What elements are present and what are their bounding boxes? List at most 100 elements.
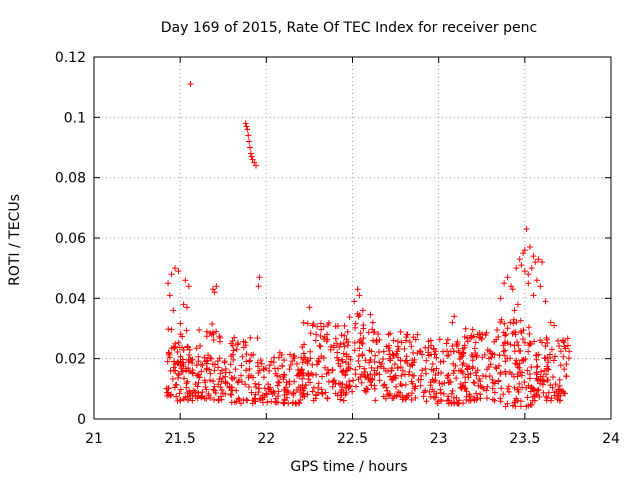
data-point xyxy=(360,322,367,329)
x-tick-label: 21.5 xyxy=(165,431,196,447)
data-point xyxy=(530,253,537,260)
data-point xyxy=(248,389,255,396)
data-points xyxy=(163,81,573,410)
data-point xyxy=(228,387,235,394)
data-point xyxy=(461,344,468,351)
data-point xyxy=(507,341,514,348)
data-point xyxy=(274,372,281,379)
data-point xyxy=(164,389,171,396)
data-point xyxy=(397,364,404,371)
data-point xyxy=(338,332,345,339)
data-point xyxy=(494,327,501,334)
data-point xyxy=(243,367,250,374)
x-tick-label: 21 xyxy=(85,431,103,447)
data-point xyxy=(486,348,493,355)
data-point xyxy=(193,345,200,352)
data-point xyxy=(378,360,385,367)
data-point xyxy=(178,368,185,375)
data-point xyxy=(440,390,447,397)
data-point xyxy=(194,383,201,390)
data-point xyxy=(464,365,471,372)
data-point xyxy=(275,388,282,395)
data-point xyxy=(308,370,315,377)
data-point xyxy=(497,398,504,405)
data-point xyxy=(371,328,378,335)
data-point xyxy=(310,321,317,328)
data-point xyxy=(500,391,507,398)
data-point xyxy=(182,277,189,284)
data-point xyxy=(518,262,525,269)
data-point xyxy=(196,374,203,381)
y-tick-label: 0.12 xyxy=(55,50,86,66)
data-point xyxy=(281,372,288,379)
data-point xyxy=(380,382,387,389)
data-point xyxy=(459,352,466,359)
data-point xyxy=(177,359,184,366)
data-point xyxy=(486,372,493,379)
data-point xyxy=(542,298,549,305)
data-point xyxy=(229,337,236,344)
data-point xyxy=(420,389,427,396)
data-point xyxy=(408,396,415,403)
data-point xyxy=(513,357,520,364)
data-point xyxy=(478,335,485,342)
data-point xyxy=(175,339,182,346)
data-point xyxy=(216,333,223,340)
data-point xyxy=(515,342,522,349)
data-point xyxy=(186,352,193,359)
data-point xyxy=(346,314,353,321)
data-point xyxy=(300,319,307,326)
data-point xyxy=(325,378,332,385)
data-point xyxy=(310,397,317,404)
data-point xyxy=(436,336,443,343)
data-point xyxy=(537,373,544,380)
data-point xyxy=(246,358,253,365)
data-point xyxy=(205,352,212,359)
data-point xyxy=(416,347,423,354)
data-point xyxy=(337,389,344,396)
y-tick-label: 0.02 xyxy=(55,352,86,368)
data-point xyxy=(516,256,523,263)
data-point xyxy=(293,360,300,367)
data-point xyxy=(450,370,457,377)
data-point xyxy=(184,378,191,385)
data-point xyxy=(315,355,322,362)
data-point xyxy=(339,358,346,365)
data-point xyxy=(344,367,351,374)
y-tick-label: 0.08 xyxy=(55,171,86,187)
data-point xyxy=(491,338,498,345)
data-point xyxy=(184,343,191,350)
data-point xyxy=(307,348,314,355)
data-point xyxy=(357,374,364,381)
data-point xyxy=(544,394,551,401)
data-point xyxy=(238,362,245,369)
data-point xyxy=(304,391,311,398)
data-point xyxy=(216,338,223,345)
data-point xyxy=(246,365,253,372)
data-point xyxy=(471,380,478,387)
data-point xyxy=(501,320,508,327)
data-point xyxy=(218,386,225,393)
data-point xyxy=(203,333,210,340)
data-point xyxy=(393,383,400,390)
data-point xyxy=(237,400,244,407)
data-point xyxy=(437,358,444,365)
data-point xyxy=(246,144,253,151)
data-point xyxy=(533,277,540,284)
data-point xyxy=(409,380,416,387)
data-point xyxy=(240,344,247,351)
data-point xyxy=(435,398,442,405)
data-point xyxy=(450,348,457,355)
data-point xyxy=(371,367,378,374)
data-point xyxy=(449,319,456,326)
data-point xyxy=(517,347,524,354)
data-point xyxy=(462,385,469,392)
data-point xyxy=(472,369,479,376)
data-point xyxy=(231,334,238,341)
data-point xyxy=(256,367,263,374)
data-point xyxy=(402,381,409,388)
data-point xyxy=(444,336,451,343)
data-point xyxy=(443,340,450,347)
data-point xyxy=(334,354,341,361)
data-point xyxy=(471,345,478,352)
